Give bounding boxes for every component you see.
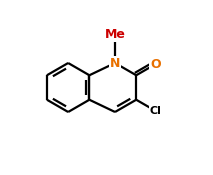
Text: N: N — [110, 57, 120, 69]
Text: O: O — [150, 58, 161, 71]
Text: Cl: Cl — [150, 106, 161, 116]
Text: Me: Me — [105, 28, 125, 41]
